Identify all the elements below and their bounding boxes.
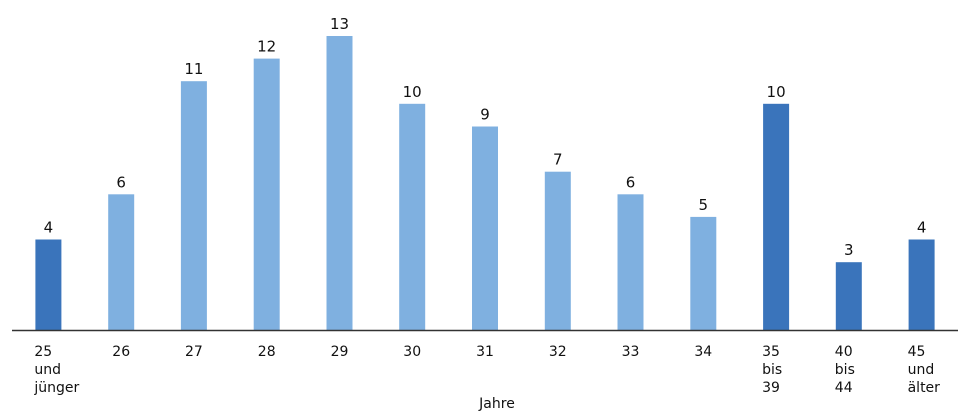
x-tick-label: 32 [549,344,567,360]
bar-value-label: 9 [480,106,490,124]
bar [544,171,571,330]
bar-value-label: 10 [767,83,786,101]
bar [908,239,935,330]
bars-group [35,36,935,330]
x-tick-label-line: bis [762,362,782,378]
bar-value-label: 4 [44,219,54,237]
x-tick-label-line: und [908,362,935,378]
x-tick-label: 34 [694,344,712,360]
value-labels-group: 4 6 11 12 13 10 9 7 6 5 10 3 4 [44,15,927,259]
x-tick-label-line: 44 [835,380,853,396]
x-tick-label: 31 [476,344,494,360]
x-tick-label: 25 und jünger [33,344,79,396]
x-tick-label-line: 32 [549,344,567,360]
bar [472,126,498,330]
bar [35,239,62,330]
x-tick-label-line: 27 [185,344,203,360]
bar-value-label: 5 [699,196,709,214]
x-tick-label-line: 31 [476,344,494,360]
bar [617,194,644,330]
x-tick-label-line: 45 [908,344,926,360]
bar-value-label: 13 [330,15,349,33]
x-tick-label-line: 34 [694,344,712,360]
x-tick-label: 40 bis 44 [835,344,855,396]
x-tick-label-line: jünger [33,380,79,396]
x-tick-label-line: 25 [34,344,52,360]
x-tick-label-line: 26 [112,344,130,360]
x-tick-label-line: älter [908,380,941,396]
x-tick-label-line: 40 [835,344,853,360]
x-tick-label: 30 [403,344,421,360]
bar-value-label: 4 [917,219,927,237]
bar-value-label: 12 [257,38,276,56]
x-tick-label-line: 35 [762,344,780,360]
bar [835,262,862,330]
bar [690,216,717,330]
bar-value-label: 6 [116,173,126,191]
bar-value-label: 11 [184,60,203,78]
bar [326,36,353,330]
x-tick-label: 45 und älter [908,344,941,396]
bar-value-label: 3 [844,241,854,259]
x-tick-label-line: 30 [403,344,421,360]
x-tick-label-line: 33 [622,344,640,360]
bar-value-label: 10 [403,83,422,101]
bar-value-label: 7 [553,151,563,169]
bar [763,103,790,330]
x-tick-label-line: bis [835,362,855,378]
x-tick-label-line: und [34,362,61,378]
x-tick-label: 26 [112,344,130,360]
x-axis-title: Jahre [478,396,515,412]
x-tick-label: 27 [185,344,203,360]
x-tick-labels-group: 25 und jünger 26 27 28 29 30 31 32 33 34 35 bis 39 40 bi… [33,344,940,396]
bar [399,103,426,330]
x-tick-label: 33 [622,344,640,360]
x-tick-label-line: 39 [762,380,780,396]
x-tick-label-line: 28 [258,344,276,360]
bar [180,81,207,330]
x-tick-label-line: 29 [331,344,349,360]
bar-value-label: 6 [626,173,636,191]
x-tick-label: 28 [258,344,276,360]
bar [253,58,280,330]
x-tick-label: 35 bis 39 [762,344,782,396]
x-tick-label: 29 [331,344,349,360]
bar [108,194,135,330]
